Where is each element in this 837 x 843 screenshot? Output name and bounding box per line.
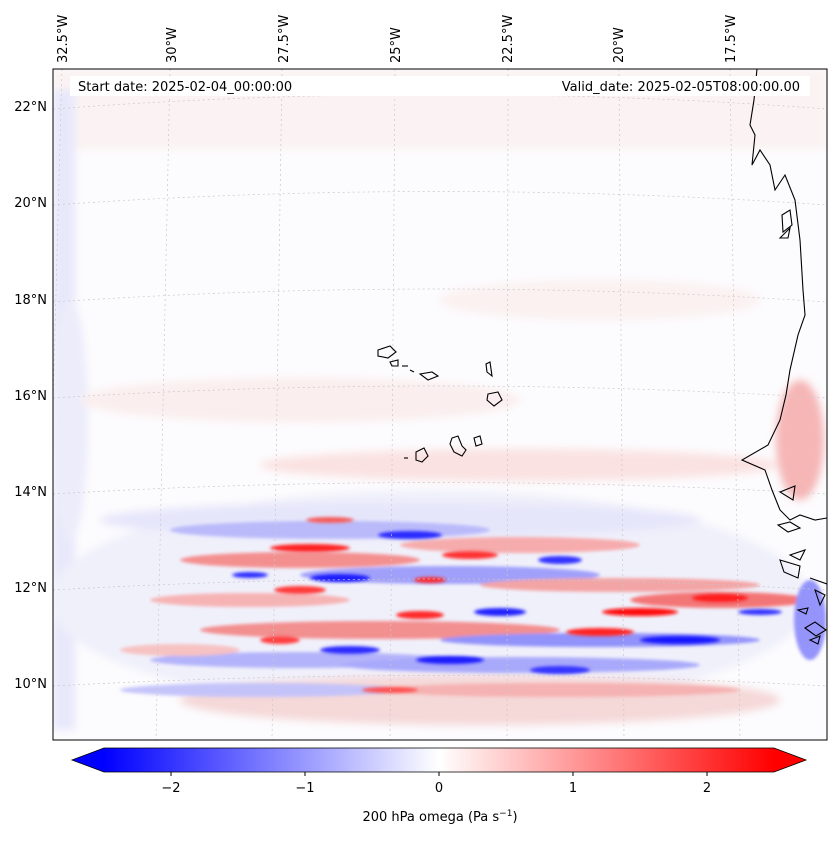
colorbar-tick: 0 — [435, 781, 443, 796]
lon-label: 20°W — [612, 27, 627, 63]
latitude-labels: 22°N 20°N 18°N 16°N 14°N 12°N 10°N — [14, 100, 47, 692]
valid-date-label: Valid_date: 2025-02-05T08:00:00.00 — [562, 80, 800, 95]
colorbar-label-exponent: −1 — [499, 809, 512, 819]
colorbar-label-close: ) — [512, 810, 517, 825]
colorbar-tick: −1 — [295, 781, 314, 796]
lat-label: 20°N — [14, 196, 47, 211]
graticule — [53, 69, 827, 740]
coastlines — [377, 69, 827, 645]
colorbar-min-extend — [72, 748, 104, 772]
colorbar: −2 −1 0 1 2 200 hPa omega (Pa s−1) — [70, 747, 808, 825]
colorbar-label-main: 200 hPa omega (Pa s — [362, 810, 499, 825]
lat-label: 22°N — [14, 100, 47, 115]
colorbar-tick: 2 — [703, 781, 711, 796]
colorbar-label: 200 hPa omega (Pa s−1) — [362, 809, 517, 825]
header-band — [70, 76, 810, 96]
lat-label: 10°N — [14, 677, 47, 692]
colorbar-outline — [70, 747, 808, 773]
lat-label: 14°N — [14, 485, 47, 500]
lon-label: 32.5°W — [56, 15, 71, 63]
colorbar-tick: −2 — [161, 781, 180, 796]
colorbar-tick: 1 — [569, 781, 577, 796]
lon-label: 17.5°W — [724, 15, 739, 63]
start-date-label: Start date: 2025-02-04_00:00:00 — [78, 80, 292, 95]
lat-label: 12°N — [14, 581, 47, 596]
lon-label: 27.5°W — [277, 15, 292, 63]
africa-coastline — [740, 69, 827, 521]
cape-verde-islands — [377, 345, 397, 359]
lon-label: 25°W — [389, 27, 404, 63]
lat-label: 18°N — [14, 293, 47, 308]
lon-label: 22.5°W — [501, 15, 516, 63]
longitude-labels: 32.5°W 30°W 27.5°W 25°W 22.5°W 20°W 17.5… — [56, 15, 739, 63]
lat-label: 16°N — [14, 389, 47, 404]
lon-label: 30°W — [165, 27, 180, 63]
colorbar-max-extend — [774, 748, 806, 772]
colorbar-gradient — [104, 748, 774, 772]
map-frame — [52, 68, 828, 741]
